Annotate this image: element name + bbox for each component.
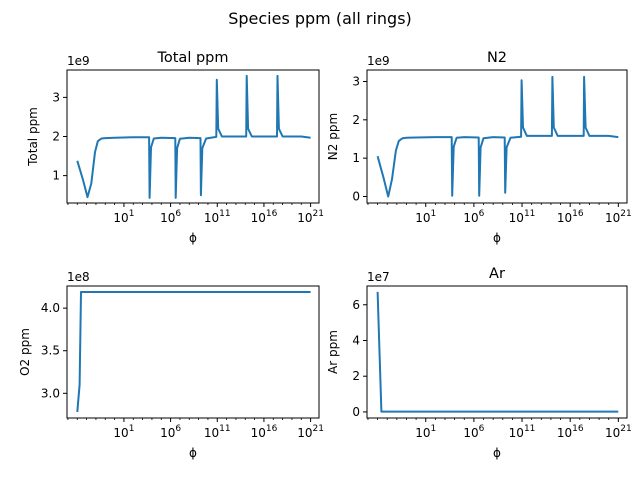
y-axis-label: O2 ppm bbox=[18, 328, 32, 376]
x-tick-label: 1016 bbox=[557, 424, 584, 440]
subplot-4: 101 106 1011 1016 1021 0 2 4 6 1e7 Ar ϕ Ar ppm bbox=[326, 266, 632, 460]
y-tick-label: 3 bbox=[52, 90, 60, 104]
figure-suptitle: Species ppm (all rings) bbox=[228, 9, 412, 28]
y-tick-label: 3.5 bbox=[41, 344, 60, 358]
subplot-3: 101 106 1011 1016 1021 3.0 3.5 4.0 1e8 ϕ O2 ppm bbox=[18, 270, 324, 460]
x-tick-label: 106 bbox=[160, 424, 181, 440]
y-axis-label: Total ppm bbox=[26, 107, 40, 167]
x-tick-label: 106 bbox=[160, 209, 181, 225]
axes-frame bbox=[366, 285, 628, 419]
y-axis-label: Ar ppm bbox=[326, 330, 340, 374]
x-tick-label: 101 bbox=[415, 209, 436, 225]
x-tick-label: 1011 bbox=[509, 209, 536, 225]
x-tick-label: 1021 bbox=[297, 424, 324, 440]
y-tick-label: 6 bbox=[352, 298, 360, 312]
y-tick-label: 0 bbox=[352, 189, 360, 203]
x-tick-label: 106 bbox=[463, 424, 484, 440]
axes-frame bbox=[66, 285, 320, 419]
y-tick-label: 1 bbox=[52, 169, 60, 183]
x-tick-label: 1021 bbox=[297, 209, 324, 225]
y-tick-label: 3.0 bbox=[41, 386, 60, 400]
y-axis-label: N2 ppm bbox=[326, 113, 340, 160]
subplot-title: Total ppm bbox=[156, 50, 228, 66]
x-axis-label: ϕ bbox=[189, 231, 197, 245]
series-line bbox=[76, 291, 311, 413]
y-tick-label: 4 bbox=[352, 333, 360, 347]
y-offset-text: 1e8 bbox=[67, 270, 90, 284]
x-tick-label: 1011 bbox=[204, 424, 231, 440]
y-tick-label: 0 bbox=[352, 405, 360, 419]
x-tick-label: 1011 bbox=[509, 424, 536, 440]
axes-frame bbox=[366, 69, 628, 204]
x-tick-label: 101 bbox=[113, 424, 134, 440]
y-offset-text: 1e7 bbox=[367, 270, 390, 284]
y-tick-label: 2 bbox=[352, 113, 360, 127]
subplot-title: N2 bbox=[487, 50, 507, 66]
y-offset-text: 1e9 bbox=[67, 54, 90, 68]
x-tick-label: 1021 bbox=[605, 209, 632, 225]
x-tick-label: 1016 bbox=[251, 209, 278, 225]
x-tick-label: 1021 bbox=[605, 424, 632, 440]
x-tick-label: 1011 bbox=[204, 209, 231, 225]
series-line bbox=[76, 74, 311, 199]
x-tick-label: 101 bbox=[113, 209, 134, 225]
y-tick-label: 2 bbox=[52, 130, 60, 144]
x-axis-label: ϕ bbox=[493, 446, 501, 460]
series-line bbox=[376, 75, 619, 198]
y-tick-label: 3 bbox=[352, 74, 360, 88]
subplot-title: Ar bbox=[489, 266, 505, 282]
x-tick-label: 101 bbox=[415, 424, 436, 440]
y-tick-label: 2 bbox=[352, 369, 360, 383]
y-tick-label: 4.0 bbox=[41, 301, 60, 315]
subplot-2: 101 106 1011 1016 1021 0 1 2 3 1e9 N2 ϕ N2 ppm bbox=[326, 50, 632, 245]
x-tick-label: 106 bbox=[463, 209, 484, 225]
x-tick-label: 1016 bbox=[251, 424, 278, 440]
x-axis-label: ϕ bbox=[189, 446, 197, 460]
subplot-1: 101 106 1011 1016 1021 1 2 3 1e9 Total ppm ϕ Total … bbox=[26, 50, 324, 245]
y-offset-text: 1e9 bbox=[367, 54, 390, 68]
series-line bbox=[376, 291, 619, 413]
x-tick-label: 1016 bbox=[557, 209, 584, 225]
y-tick-label: 1 bbox=[352, 151, 360, 165]
x-axis-label: ϕ bbox=[493, 231, 501, 245]
